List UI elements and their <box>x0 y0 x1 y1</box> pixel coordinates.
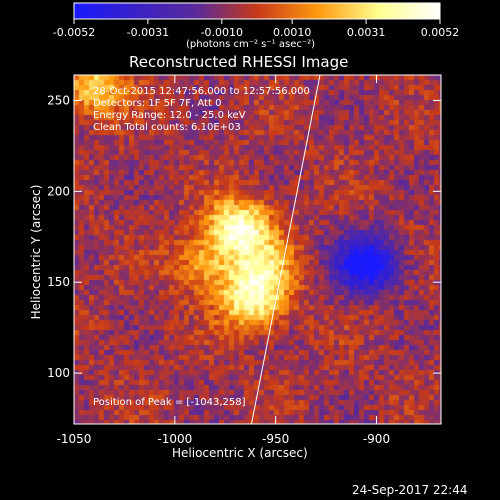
y-tick-label: 150 <box>47 275 70 289</box>
chart-title: Reconstructed RHESSI Image <box>129 53 349 71</box>
colorbar-ticks: -0.0052 -0.0031 -0.0010 0.0010 0.0031 0.0052 <box>53 2 460 39</box>
info-line-1: 28-Oct-2015 12:47:56.000 to 12:57:56.000 <box>93 86 310 97</box>
colorbar-tick-label: 0.0052 <box>421 26 460 39</box>
colorbar-tick-label: 0.0031 <box>347 26 386 39</box>
colorbar-tick-label: 0.0010 <box>273 26 312 39</box>
solar-limb-line <box>250 74 321 425</box>
y-tick-label: 100 <box>47 366 70 380</box>
colorbar-unit-label: (photons cm⁻² s⁻¹ asec⁻²) <box>186 39 316 50</box>
axis-ticks: -1050 -1000 -950 -900 100 150 200 250 <box>47 75 441 446</box>
peak-position-label: Position of Peak = [-1043,258] <box>93 397 246 408</box>
y-tick-label: 200 <box>47 184 70 198</box>
plot-frame <box>73 74 442 425</box>
x-tick-label: -950 <box>262 432 289 446</box>
x-tick-label: -1050 <box>57 432 92 446</box>
info-line-4: Clean Total counts: 6.10E+03 <box>93 122 241 133</box>
y-tick-label: 250 <box>47 93 70 107</box>
colorbar-tick-label: -0.0031 <box>127 26 169 39</box>
colorbar-tick-label: -0.0052 <box>53 26 95 39</box>
x-axis-label: Heliocentric X (arcsec) <box>172 446 308 460</box>
plot-area <box>74 75 441 424</box>
colorbar <box>74 3 440 19</box>
x-tick-label: -900 <box>363 432 390 446</box>
colorbar-frame <box>73 2 441 20</box>
footer-date: 24-Sep-2017 22:44 <box>352 483 468 497</box>
info-line-2: Detectors: 1F 5F 7F, Att 0 <box>93 98 222 109</box>
info-line-3: Energy Range: 12.0 - 25.0 keV <box>93 110 246 121</box>
y-axis-label: Heliocentric Y (arcsec) <box>29 184 43 320</box>
colorbar-tick-label: -0.0010 <box>201 26 243 39</box>
x-tick-label: -1000 <box>157 432 192 446</box>
